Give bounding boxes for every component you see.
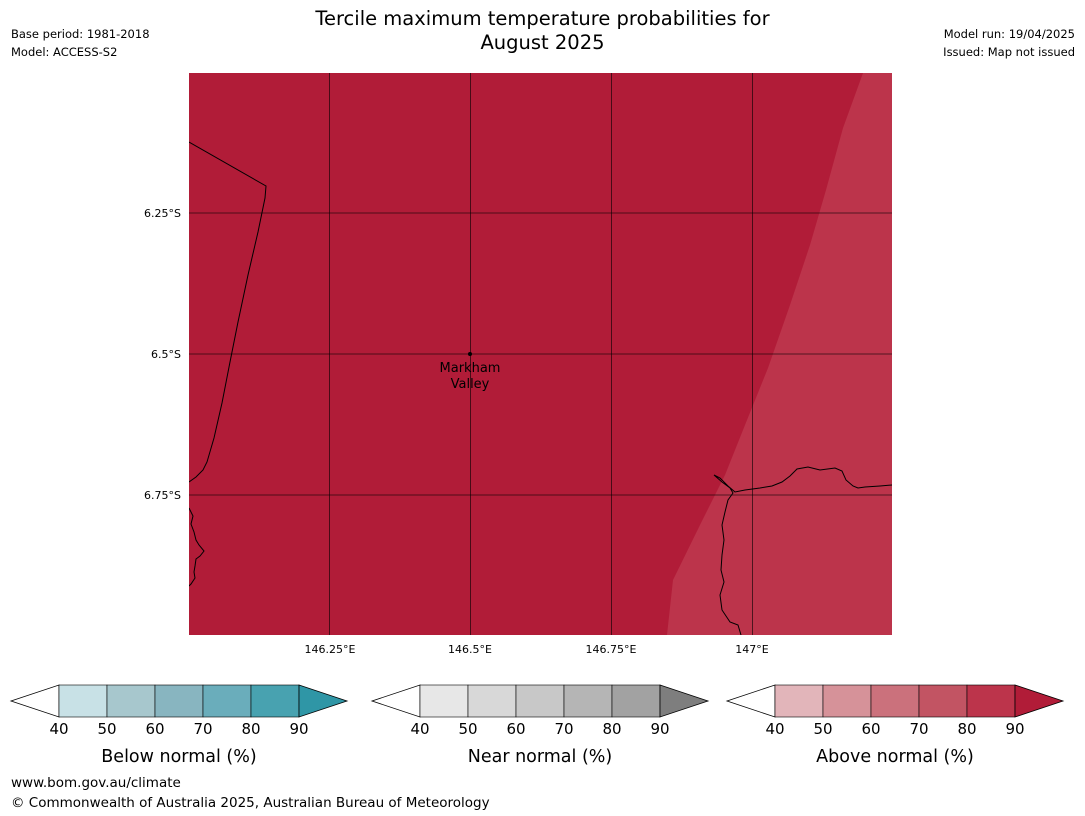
- colorbar-tick-label: 70: [193, 720, 212, 738]
- colorbar-swatch: [515, 684, 565, 718]
- colorbar: 40 50 60 70 80 90 Above normal (%): [725, 684, 1065, 767]
- colorbar-extend-high: [1014, 684, 1065, 718]
- colorbar-tick-label: 50: [97, 720, 116, 738]
- model-run: Model run: 19/04/2025: [943, 27, 1075, 41]
- colorbar-tick-label: 90: [650, 720, 669, 738]
- colorbar-extend-high: [298, 684, 349, 718]
- meta-right: Model run: 19/04/2025 Issued: Map not is…: [943, 25, 1075, 61]
- coastline-west: [189, 507, 205, 587]
- border-line: [189, 141, 267, 483]
- colorbar-swatch: [106, 684, 156, 718]
- colorbar-tick-label: 90: [289, 720, 308, 738]
- colorbar-swatch: [774, 684, 824, 718]
- lat-label: 6.5°S: [151, 348, 181, 361]
- colorbar-tick-label: 60: [145, 720, 164, 738]
- colorbar-label: Above normal (%): [816, 747, 974, 767]
- title-line-1: Tercile maximum temperature probabilitie…: [315, 7, 770, 30]
- base-period: Base period: 1981-2018: [11, 27, 150, 41]
- colorbar-swatch: [202, 684, 252, 718]
- colorbar-swatch: [419, 684, 469, 718]
- colorbar-tick-label: 60: [506, 720, 525, 738]
- colorbar-tick-label: 50: [458, 720, 477, 738]
- colorbar-tick-label: 40: [49, 720, 68, 738]
- lon-label: 147°E: [735, 643, 768, 656]
- colorbar-extend-low: [9, 684, 60, 718]
- colorbar-tick-label: 40: [765, 720, 784, 738]
- model-name: Model: ACCESS-S2: [11, 45, 118, 59]
- colorbar-swatch: [467, 684, 517, 718]
- place-marker: [468, 352, 472, 356]
- colorbar: 40 50 60 70 80 90 Below normal (%): [9, 684, 349, 767]
- footer-url[interactable]: www.bom.gov.au/climate: [11, 775, 181, 791]
- coastline-east: [713, 466, 892, 635]
- colorbar-tick-label: 90: [1005, 720, 1024, 738]
- colorbar-label: Below normal (%): [101, 747, 256, 767]
- lat-label: 6.25°S: [144, 207, 181, 220]
- colorbar: 40 50 60 70 80 90 Near normal (%): [370, 684, 710, 767]
- footer-copyright: © Commonwealth of Australia 2025, Austra…: [11, 795, 490, 811]
- map-title: Tercile maximum temperature probabilitie…: [0, 7, 1085, 55]
- colorbar-swatch: [154, 684, 204, 718]
- colorbar-swatch: [822, 684, 872, 718]
- colorbar-tick-label: 80: [957, 720, 976, 738]
- colorbar-label: Near normal (%): [468, 747, 613, 767]
- meta-left: Base period: 1981-2018 Model: ACCESS-S2: [11, 25, 150, 61]
- colorbar-tick-label: 80: [241, 720, 260, 738]
- colorbar-legend: 40 50 60 70 80 90 Below normal (%) 40 50 60 70 80 90…: [9, 684, 1065, 767]
- lat-label: 6.75°S: [144, 489, 181, 502]
- colorbar-extend-low: [370, 684, 421, 718]
- lon-label: 146.75°E: [586, 643, 637, 656]
- colorbar-tick-label: 50: [813, 720, 832, 738]
- place-label-line-2: Valley: [451, 377, 490, 392]
- colorbar-swatch: [918, 684, 968, 718]
- colorbar-tick-label: 80: [602, 720, 621, 738]
- colorbar-tick-label: 70: [554, 720, 573, 738]
- colorbar-swatch: [563, 684, 613, 718]
- colorbar-tick-label: 60: [861, 720, 880, 738]
- colorbar-extend-low: [725, 684, 776, 718]
- colorbar-extend-high: [659, 684, 710, 718]
- colorbar-swatch: [611, 684, 661, 718]
- colorbar-swatch: [966, 684, 1016, 718]
- title-line-2: August 2025: [480, 31, 605, 54]
- place-label-line-1: Markham: [440, 361, 501, 376]
- colorbar-swatch: [58, 684, 108, 718]
- colorbar-swatch: [250, 684, 300, 718]
- colorbar-tick-label: 70: [909, 720, 928, 738]
- lon-label: 146.25°E: [305, 643, 356, 656]
- lon-label: 146.5°E: [448, 643, 492, 656]
- issued-status: Issued: Map not issued: [943, 45, 1075, 59]
- colorbar-tick-label: 40: [410, 720, 429, 738]
- colorbar-swatch: [870, 684, 920, 718]
